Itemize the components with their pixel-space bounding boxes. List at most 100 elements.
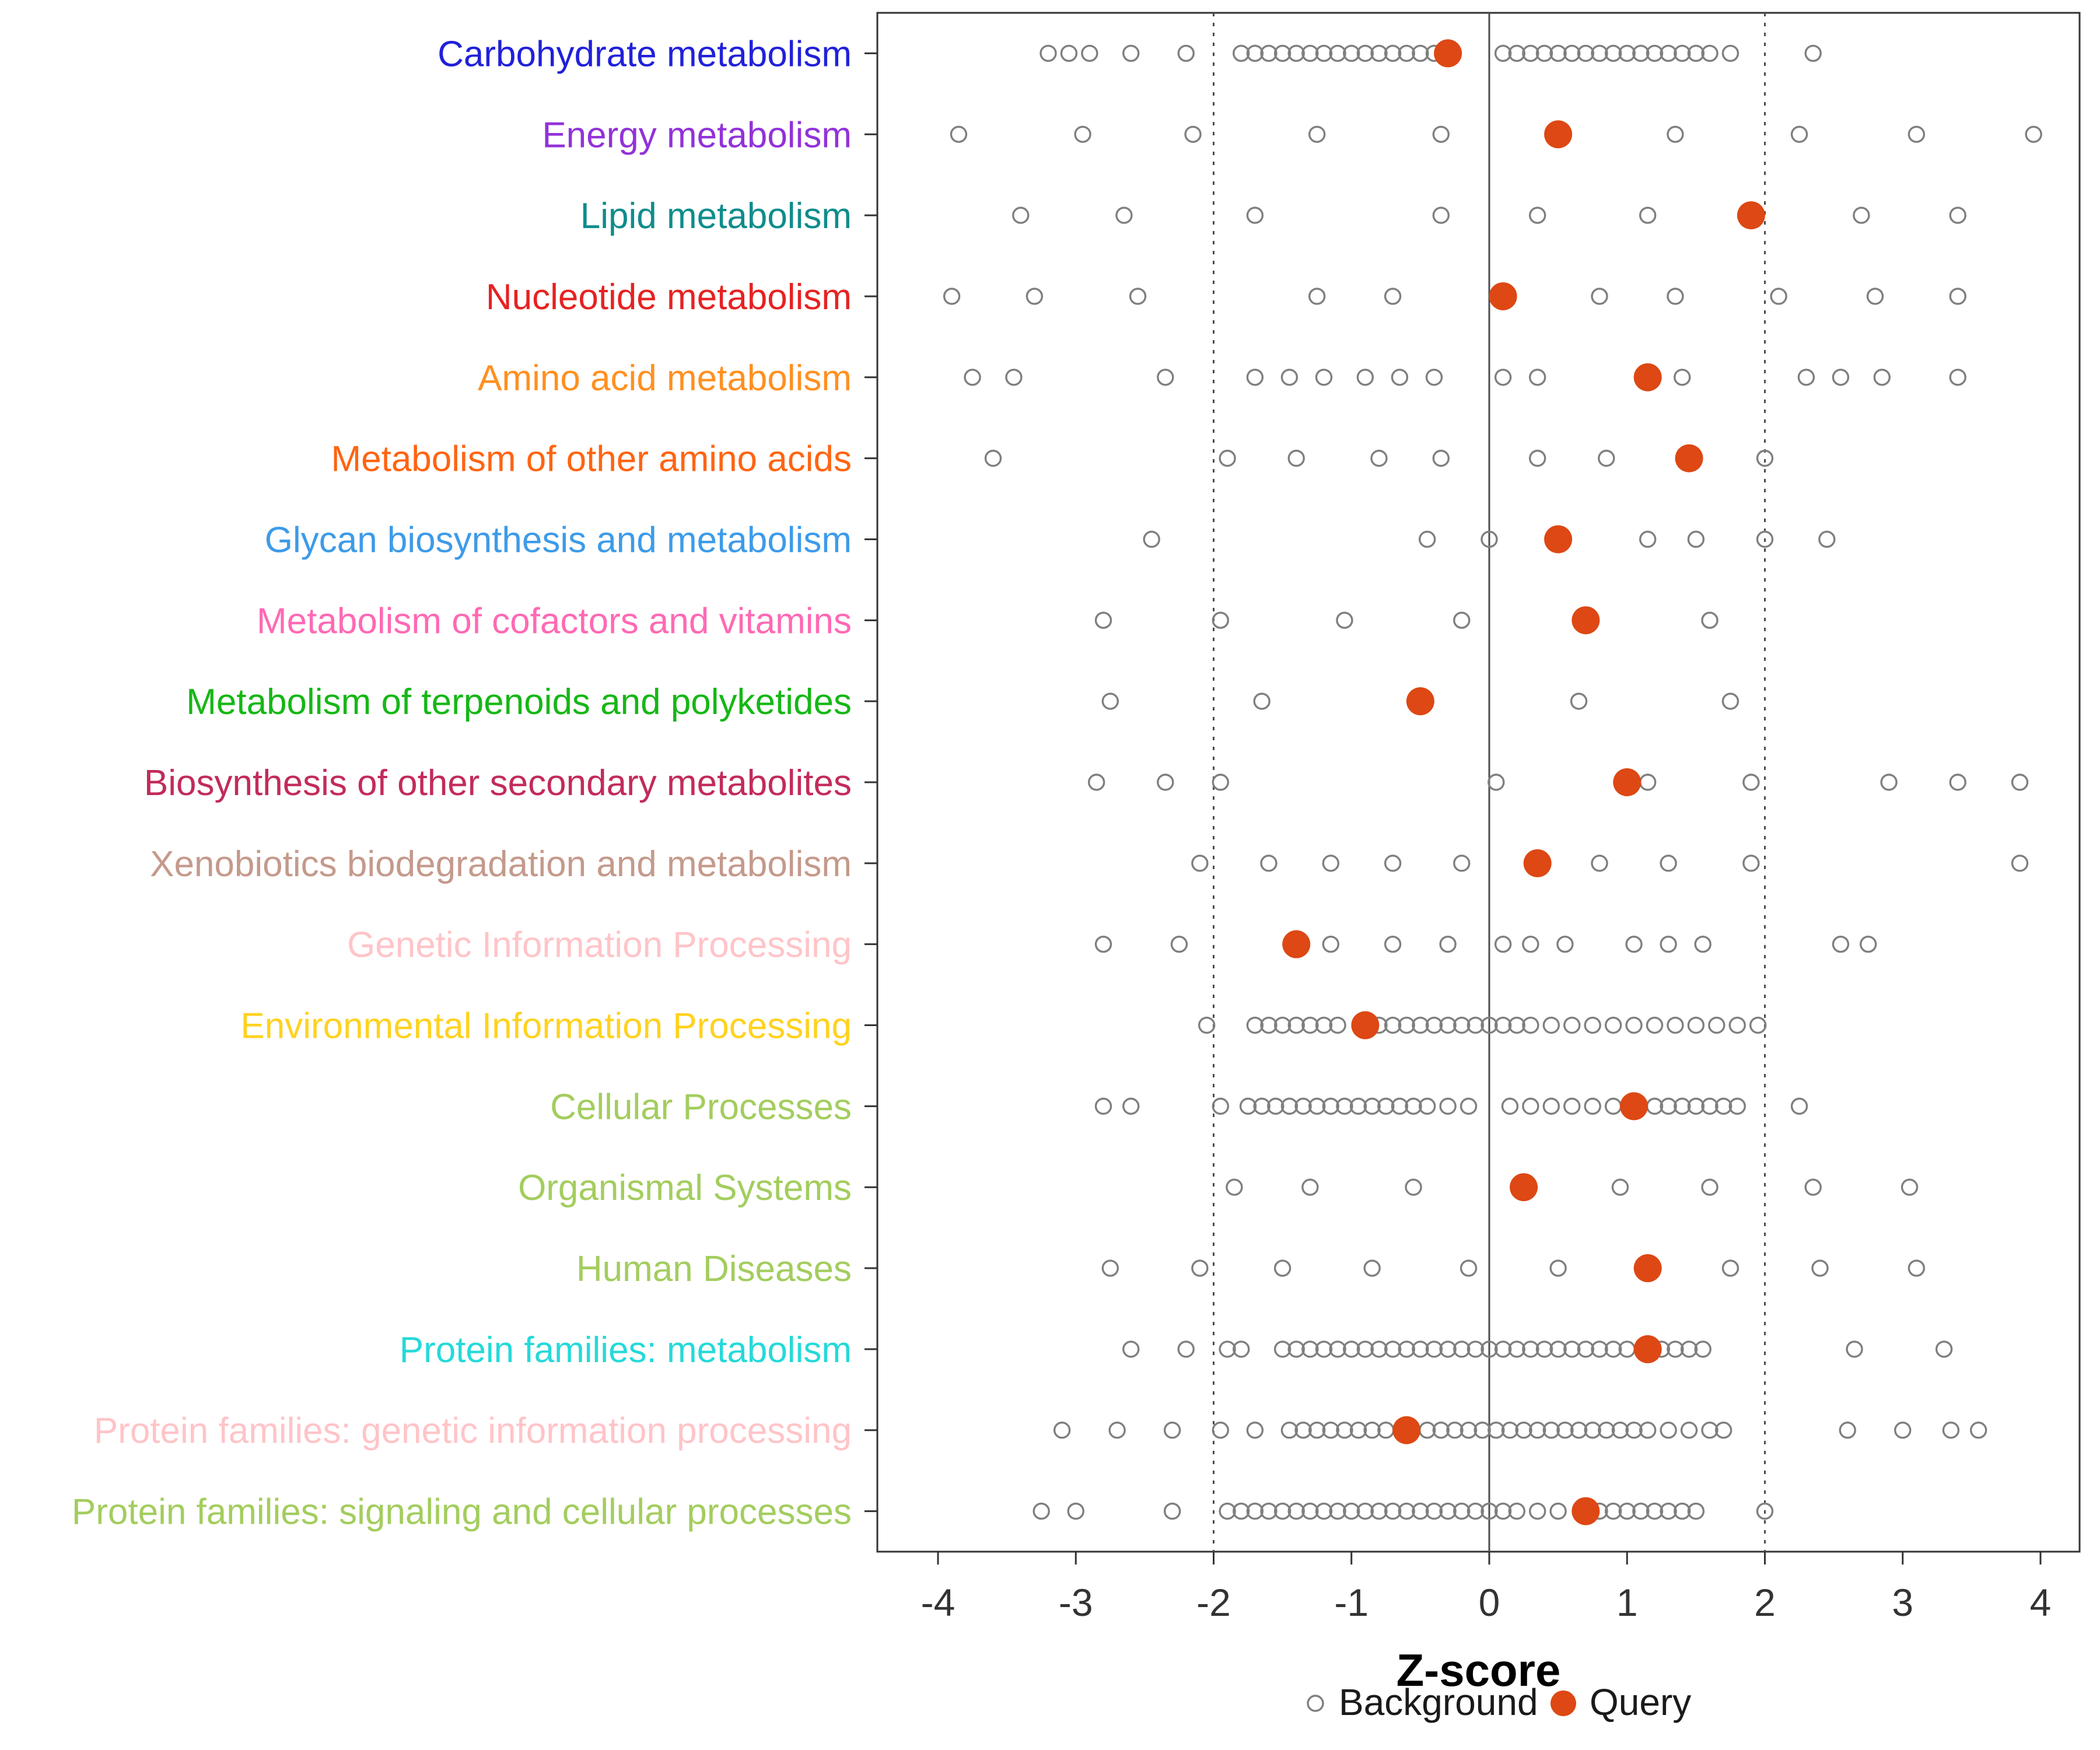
background-point xyxy=(1425,1016,1443,1034)
background-point xyxy=(1370,449,1388,467)
background-point xyxy=(1053,1422,1071,1439)
background-point xyxy=(1494,44,1512,62)
background-point xyxy=(1446,1422,1464,1439)
background-point xyxy=(1591,1340,1608,1358)
background-point xyxy=(1667,288,1684,305)
x-axis-title: Z-score xyxy=(1396,1644,1561,1696)
background-point xyxy=(1756,449,1774,467)
background-point xyxy=(1280,1422,1298,1439)
background-point xyxy=(1549,1259,1567,1277)
query-point xyxy=(1633,1335,1662,1363)
background-point xyxy=(1363,1259,1381,1277)
x-tick-label: -4 xyxy=(921,1581,956,1624)
plot-panel xyxy=(876,12,2081,1553)
background-point xyxy=(1412,1016,1429,1034)
background-point xyxy=(1611,1422,1629,1439)
query-point xyxy=(1544,120,1573,149)
background-point xyxy=(1246,1422,1264,1439)
background-point xyxy=(1625,1422,1643,1439)
background-point xyxy=(1694,1340,1712,1358)
background-point xyxy=(1846,1340,1863,1358)
background-point xyxy=(1618,1502,1636,1520)
background-point xyxy=(1535,1340,1553,1358)
query-point xyxy=(1282,930,1311,958)
background-point xyxy=(1667,1340,1684,1358)
background-point xyxy=(1315,369,1333,386)
background-point xyxy=(1687,1016,1705,1034)
background-point xyxy=(1873,369,1891,386)
background-point xyxy=(1233,1502,1250,1520)
background-point xyxy=(1528,449,1546,467)
background-point xyxy=(1336,611,1353,629)
background-point xyxy=(1742,774,1760,791)
background-point xyxy=(1969,1422,1987,1439)
background-point xyxy=(2011,774,2029,791)
background-point xyxy=(1488,1422,1505,1439)
background-point xyxy=(1584,1016,1601,1034)
x-tick-label: 2 xyxy=(1754,1581,1776,1624)
background-point xyxy=(1233,1340,1250,1358)
background-point xyxy=(1177,1340,1195,1358)
background-point xyxy=(1349,1422,1367,1439)
background-point xyxy=(1660,935,1677,953)
background-point xyxy=(1439,1502,1457,1520)
background-point xyxy=(1756,530,1774,548)
background-point xyxy=(1432,1422,1450,1439)
x-tick-label: 0 xyxy=(1479,1581,1500,1624)
background-point xyxy=(1108,1422,1126,1439)
background-point xyxy=(1198,1016,1216,1034)
background-point xyxy=(1466,1016,1485,1034)
query-point xyxy=(1523,849,1552,877)
background-point xyxy=(1398,44,1415,62)
background-point xyxy=(1370,44,1388,62)
background-point xyxy=(1253,692,1270,710)
background-point xyxy=(1660,44,1677,62)
x-tick-label: 1 xyxy=(1616,1581,1638,1624)
background-point xyxy=(1184,125,1202,143)
background-point xyxy=(1790,125,1808,143)
background-point xyxy=(1384,1502,1402,1520)
background-point xyxy=(1384,44,1402,62)
background-point xyxy=(1687,530,1705,548)
background-point xyxy=(1949,206,1966,224)
background-point xyxy=(1122,1340,1140,1358)
background-point xyxy=(1549,1340,1567,1358)
background-point xyxy=(1336,1097,1353,1115)
background-point xyxy=(1377,1097,1395,1115)
background-point xyxy=(1101,692,1119,710)
background-point xyxy=(1384,1340,1402,1358)
x-tick-label: 3 xyxy=(1892,1581,1913,1624)
background-point xyxy=(1040,44,1057,62)
background-point xyxy=(1246,1016,1264,1034)
background-point xyxy=(1604,1016,1622,1034)
background-point xyxy=(1501,1422,1519,1439)
category-label: Energy metabolism xyxy=(542,115,852,155)
background-point xyxy=(1412,1340,1429,1358)
background-point xyxy=(1853,206,1870,224)
background-point xyxy=(1343,44,1360,62)
background-point xyxy=(1315,1016,1333,1034)
background-point xyxy=(1329,1340,1346,1358)
background-point xyxy=(1591,855,1608,872)
background-point xyxy=(1515,1422,1532,1439)
category-label: Protein families: metabolism xyxy=(400,1330,852,1370)
query-point xyxy=(1572,1497,1600,1525)
background-point xyxy=(1797,369,1815,386)
background-point xyxy=(1157,774,1174,791)
background-point xyxy=(1273,1340,1292,1358)
background-point xyxy=(1577,1340,1595,1358)
background-point xyxy=(1122,44,1140,62)
background-point xyxy=(1749,1016,1767,1034)
background-point xyxy=(1260,44,1278,62)
background-point xyxy=(1522,1097,1539,1115)
legend-query-icon xyxy=(1550,1690,1576,1716)
background-point xyxy=(1287,44,1305,62)
background-point xyxy=(1474,1422,1491,1439)
background-point xyxy=(2025,125,2042,143)
background-point xyxy=(1356,44,1374,62)
background-point xyxy=(1598,1422,1615,1439)
background-point xyxy=(1494,1502,1512,1520)
background-point xyxy=(1356,1340,1374,1358)
background-point xyxy=(1949,774,1966,791)
